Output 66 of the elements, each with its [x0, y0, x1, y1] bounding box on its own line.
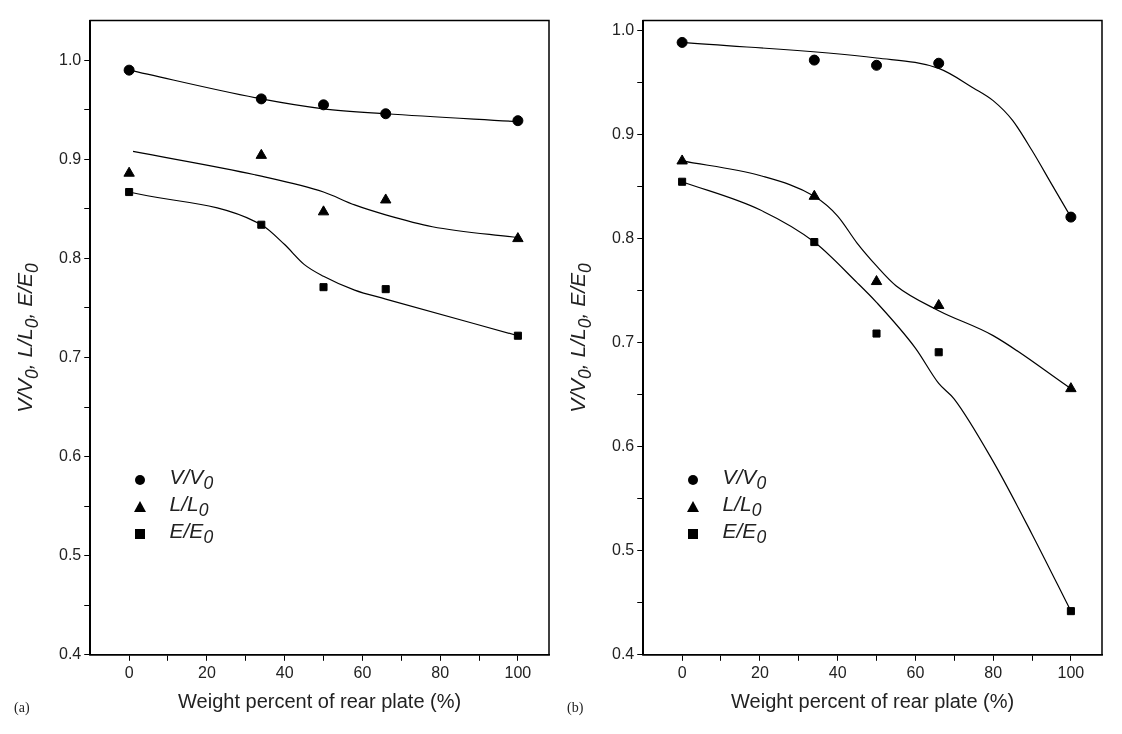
legend-label: V/V$_{0}$ — [169, 464, 214, 494]
point — [123, 166, 135, 177]
x-tick-label: 80 — [431, 663, 450, 681]
y-tick-label: 1.0 — [611, 21, 635, 39]
point — [872, 329, 881, 338]
point — [933, 57, 945, 69]
point — [255, 93, 267, 105]
y-tick-label: 0.8 — [611, 229, 635, 247]
point — [676, 36, 688, 48]
point — [810, 238, 819, 247]
x-tick-label: 60 — [906, 663, 925, 681]
point — [676, 154, 688, 165]
x-tick-label: 40 — [828, 663, 847, 681]
point — [255, 148, 267, 159]
y-tick-label: 0.6 — [58, 447, 82, 465]
text: (b) — [567, 700, 584, 716]
x-tick-label: 20 — [750, 663, 769, 681]
point — [678, 177, 687, 186]
point — [871, 59, 883, 71]
y-tick-label: 0.5 — [611, 541, 635, 559]
legend-label: L/L$_{0}$ — [722, 491, 762, 521]
point — [808, 54, 820, 66]
x-axis-title: Weight percent of rear plate (%) — [731, 689, 1015, 712]
point — [319, 283, 328, 292]
x-tick-label: 20 — [197, 663, 216, 681]
x-tick-label: 40 — [275, 663, 294, 681]
point — [1065, 211, 1077, 223]
point — [125, 188, 134, 197]
point — [381, 285, 390, 294]
x-axis-title: Weight percent of rear plate (%) — [178, 689, 462, 712]
y-tick-label: 0.5 — [58, 546, 82, 564]
legend-label: V/V$_{0}$ — [722, 464, 767, 494]
point — [123, 64, 135, 76]
point — [934, 348, 943, 357]
point — [512, 115, 524, 127]
point — [513, 331, 522, 340]
y-tick-label: 0.4 — [58, 645, 82, 663]
legend-label: L/L$_{0}$ — [169, 491, 209, 521]
point — [318, 99, 330, 111]
point — [870, 275, 883, 286]
point — [933, 298, 945, 309]
point — [380, 108, 392, 120]
y-tick-label: 0.9 — [58, 149, 82, 167]
x-tick-label: 80 — [984, 663, 1003, 681]
y-tick-label: 0.6 — [611, 437, 635, 455]
y-tick-label: 0.4 — [611, 645, 635, 663]
x-tick-label: 100 — [504, 663, 532, 681]
point — [1065, 382, 1077, 393]
point — [257, 220, 266, 229]
point — [380, 193, 392, 204]
y-tick-label: 0.7 — [58, 347, 82, 365]
x-tick-label: 0 — [677, 663, 687, 681]
point — [512, 232, 524, 243]
x-tick-label: 60 — [353, 663, 372, 681]
y-tick-label: 0.9 — [611, 125, 635, 143]
point — [317, 205, 330, 216]
y-tick-label: 0.8 — [58, 248, 82, 266]
y-tick-label: 1.0 — [58, 50, 82, 68]
y-tick-label: 0.7 — [611, 333, 635, 351]
point — [1066, 607, 1075, 616]
x-tick-label: 100 — [1057, 663, 1085, 681]
legend-label: E/E$_{0}$ — [722, 518, 767, 549]
point — [808, 189, 820, 200]
legend-label: E/E$_{0}$ — [169, 518, 214, 549]
text: (a) — [14, 700, 30, 716]
x-tick-label: 0 — [124, 663, 134, 681]
